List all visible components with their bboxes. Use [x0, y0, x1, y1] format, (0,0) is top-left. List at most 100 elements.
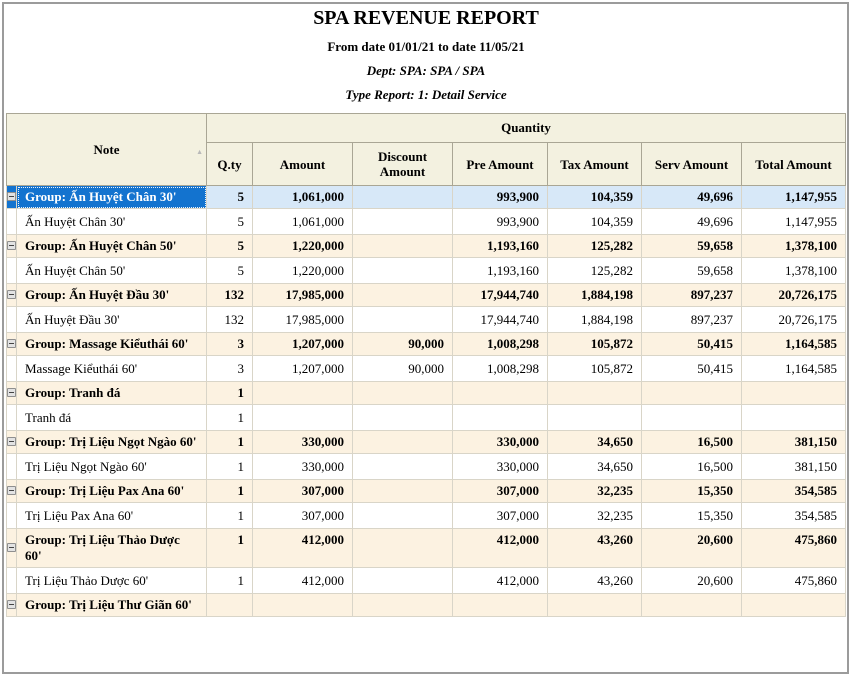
amount-cell[interactable] — [253, 382, 353, 405]
amount-cell[interactable]: 307,000 — [253, 503, 353, 529]
qty-cell[interactable]: 5 — [207, 235, 253, 258]
pre-amount-cell[interactable]: 307,000 — [453, 503, 548, 529]
discount-amount-cell[interactable]: 90,000 — [353, 356, 453, 382]
column-header-qty[interactable]: Q.ty — [207, 143, 253, 186]
serv-amount-cell[interactable]: 16,500 — [642, 454, 742, 480]
collapse-group-icon[interactable] — [7, 543, 16, 552]
serv-amount-cell[interactable]: 15,350 — [642, 480, 742, 503]
discount-amount-cell[interactable] — [353, 529, 453, 568]
note-column-header[interactable]: Note ▲ — [7, 114, 207, 186]
pre-amount-cell[interactable]: 993,900 — [453, 186, 548, 209]
total-amount-cell[interactable]: 20,726,175 — [742, 284, 846, 307]
pre-amount-cell[interactable]: 330,000 — [453, 454, 548, 480]
total-amount-cell[interactable]: 475,860 — [742, 529, 846, 568]
column-header-pre-amount[interactable]: Pre Amount — [453, 143, 548, 186]
discount-amount-cell[interactable]: 90,000 — [353, 333, 453, 356]
discount-amount-cell[interactable] — [353, 235, 453, 258]
pre-amount-cell[interactable]: 330,000 — [453, 431, 548, 454]
tax-amount-cell[interactable]: 43,260 — [548, 568, 642, 594]
total-amount-cell[interactable]: 1,164,585 — [742, 333, 846, 356]
collapse-group-icon[interactable] — [7, 486, 16, 495]
collapse-group-icon[interactable] — [7, 339, 16, 348]
total-amount-cell[interactable]: 20,726,175 — [742, 307, 846, 333]
total-amount-cell[interactable]: 354,585 — [742, 503, 846, 529]
amount-cell[interactable]: 1,220,000 — [253, 235, 353, 258]
pre-amount-cell[interactable]: 1,193,160 — [453, 235, 548, 258]
discount-amount-cell[interactable] — [353, 454, 453, 480]
note-cell[interactable]: Group: Ấn Huyệt Chân 30' — [17, 186, 207, 209]
collapse-group-icon[interactable] — [7, 290, 16, 299]
discount-amount-cell[interactable] — [353, 405, 453, 431]
amount-cell[interactable]: 1,207,000 — [253, 356, 353, 382]
qty-cell[interactable]: 3 — [207, 356, 253, 382]
tax-amount-cell[interactable]: 34,650 — [548, 454, 642, 480]
pre-amount-cell[interactable]: 412,000 — [453, 568, 548, 594]
tax-amount-cell[interactable]: 125,282 — [548, 258, 642, 284]
qty-cell[interactable]: 1 — [207, 405, 253, 431]
serv-amount-cell[interactable]: 16,500 — [642, 431, 742, 454]
collapse-group-icon[interactable] — [7, 241, 16, 250]
amount-cell[interactable]: 412,000 — [253, 568, 353, 594]
column-header-amount[interactable]: Amount — [253, 143, 353, 186]
qty-cell[interactable]: 132 — [207, 307, 253, 333]
detail-row[interactable]: Tranh đá1 — [7, 405, 846, 431]
qty-cell[interactable] — [207, 594, 253, 617]
serv-amount-cell[interactable]: 59,658 — [642, 258, 742, 284]
serv-amount-cell[interactable]: 897,237 — [642, 284, 742, 307]
qty-cell[interactable]: 1 — [207, 382, 253, 405]
discount-amount-cell[interactable] — [353, 382, 453, 405]
serv-amount-cell[interactable]: 49,696 — [642, 209, 742, 235]
amount-cell[interactable]: 330,000 — [253, 454, 353, 480]
amount-cell[interactable]: 1,061,000 — [253, 186, 353, 209]
discount-amount-cell[interactable] — [353, 209, 453, 235]
detail-row[interactable]: Trị Liệu Ngọt Ngào 60'1330,000330,00034,… — [7, 454, 846, 480]
qty-cell[interactable]: 132 — [207, 284, 253, 307]
column-header-total-amount[interactable]: Total Amount — [742, 143, 846, 186]
amount-cell[interactable]: 307,000 — [253, 480, 353, 503]
serv-amount-cell[interactable]: 20,600 — [642, 568, 742, 594]
qty-cell[interactable]: 1 — [207, 503, 253, 529]
note-cell[interactable]: Group: Trị Liệu Thảo Dược 60' — [17, 529, 207, 568]
tax-amount-cell[interactable] — [548, 405, 642, 431]
qty-cell[interactable]: 5 — [207, 258, 253, 284]
discount-amount-cell[interactable] — [353, 594, 453, 617]
qty-cell[interactable]: 5 — [207, 186, 253, 209]
total-amount-cell[interactable]: 381,150 — [742, 454, 846, 480]
serv-amount-cell[interactable]: 59,658 — [642, 235, 742, 258]
tax-amount-cell[interactable]: 104,359 — [548, 209, 642, 235]
discount-amount-cell[interactable] — [353, 284, 453, 307]
collapse-group-icon[interactable] — [7, 437, 16, 446]
note-cell[interactable]: Group: Massage Kiểuthái 60' — [17, 333, 207, 356]
collapse-group-icon[interactable] — [7, 600, 16, 609]
column-header-serv-amount[interactable]: Serv Amount — [642, 143, 742, 186]
detail-row[interactable]: Trị Liệu Pax Ana 60'1307,000307,00032,23… — [7, 503, 846, 529]
note-cell[interactable]: Trị Liệu Thảo Dược 60' — [17, 568, 207, 594]
amount-cell[interactable]: 1,061,000 — [253, 209, 353, 235]
discount-amount-cell[interactable] — [353, 480, 453, 503]
serv-amount-cell[interactable]: 15,350 — [642, 503, 742, 529]
discount-amount-cell[interactable] — [353, 307, 453, 333]
pre-amount-cell[interactable]: 17,944,740 — [453, 307, 548, 333]
qty-cell[interactable]: 1 — [207, 431, 253, 454]
serv-amount-cell[interactable]: 20,600 — [642, 529, 742, 568]
note-cell[interactable]: Ấn Huyệt Chân 50' — [17, 258, 207, 284]
amount-cell[interactable] — [253, 405, 353, 431]
qty-cell[interactable]: 3 — [207, 333, 253, 356]
total-amount-cell[interactable]: 1,378,100 — [742, 258, 846, 284]
serv-amount-cell[interactable]: 897,237 — [642, 307, 742, 333]
note-cell[interactable]: Trị Liệu Pax Ana 60' — [17, 503, 207, 529]
column-header-discount-amount[interactable]: Discount Amount — [353, 143, 453, 186]
sort-ascending-icon[interactable]: ▲ — [196, 145, 203, 160]
serv-amount-cell[interactable] — [642, 594, 742, 617]
note-cell[interactable]: Group: Trị Liệu Ngọt Ngào 60' — [17, 431, 207, 454]
tax-amount-cell[interactable]: 104,359 — [548, 186, 642, 209]
note-cell[interactable]: Ấn Huyệt Chân 30' — [17, 209, 207, 235]
detail-row[interactable]: Ấn Huyệt Chân 50'51,220,0001,193,160125,… — [7, 258, 846, 284]
group-row[interactable]: Group: Massage Kiểuthái 60'31,207,00090,… — [7, 333, 846, 356]
discount-amount-cell[interactable] — [353, 503, 453, 529]
group-row[interactable]: Group: Ấn Huyệt Chân 30'51,061,000 993,90… — [7, 186, 846, 209]
qty-cell[interactable]: 1 — [207, 454, 253, 480]
pre-amount-cell[interactable]: 412,000 — [453, 529, 548, 568]
group-row[interactable]: Group: Ấn Huyệt Chân 50'51,220,0001,193,… — [7, 235, 846, 258]
note-cell[interactable]: Group: Trị Liệu Pax Ana 60' — [17, 480, 207, 503]
